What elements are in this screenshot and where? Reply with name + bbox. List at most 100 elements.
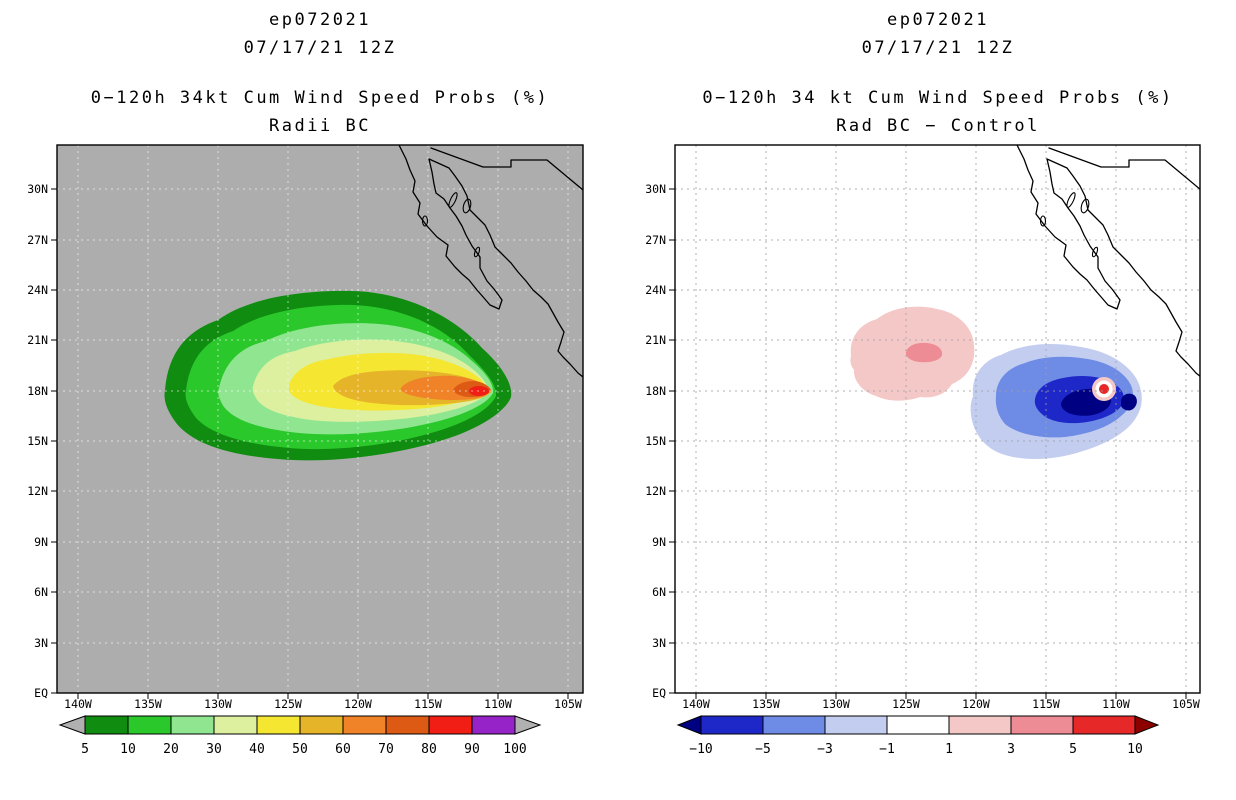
lon-tick-label: 110W — [1102, 697, 1130, 711]
lon-tick-label: 140W — [64, 697, 92, 711]
lat-tick-label: 3N — [34, 636, 48, 650]
colorbar-label: 50 — [292, 742, 308, 757]
diff-contour-pos3 — [905, 342, 943, 363]
right-map-frame — [674, 144, 1201, 694]
right-datetime: 07/17/21 12Z — [861, 38, 1015, 58]
colorbar-label: 60 — [335, 742, 351, 757]
colorbar-segment — [299, 715, 344, 735]
left-colorbar: 5 10 20 30 40 50 60 70 80 90 100 — [58, 715, 542, 757]
left-probability-contours — [164, 290, 512, 461]
lat-tick-label: EQ — [652, 686, 666, 700]
colorbar-segment — [213, 715, 258, 735]
right-lon-axis: 140W 135W 130W 125W 120W 115W 110W 105W — [682, 697, 1200, 711]
colorbar-segment — [342, 715, 387, 735]
lat-tick-label: 9N — [652, 535, 666, 549]
lon-tick-label: 125W — [892, 697, 920, 711]
lon-tick-label: 120W — [344, 697, 372, 711]
lat-tick-label: 30N — [27, 182, 48, 196]
colorbar-label: 90 — [464, 742, 480, 757]
lon-tick-label: 115W — [414, 697, 442, 711]
right-subtitle-1: 0−120h 34 kt Cum Wind Speed Probs (%) — [702, 88, 1174, 108]
lat-tick-label: 12N — [27, 484, 48, 498]
diff-bullseye-red-core — [1099, 384, 1109, 394]
lat-tick-label: 15N — [27, 434, 48, 448]
lat-tick-label: 3N — [652, 636, 666, 650]
left-axis-ticks — [51, 188, 569, 699]
colorbar-label: 70 — [378, 742, 394, 757]
left-lon-axis: 140W 135W 130W 125W 120W 115W 110W 105W — [64, 697, 582, 711]
colorbar-segment — [428, 715, 473, 735]
colorbar-label: 5 — [1069, 742, 1077, 757]
colorbar-segment — [824, 715, 888, 735]
colorbar-segment — [170, 715, 215, 735]
lat-tick-label: 27N — [27, 233, 48, 247]
lat-tick-label: 21N — [27, 333, 48, 347]
lon-tick-label: 115W — [1032, 697, 1060, 711]
colorbar-segment — [471, 715, 516, 735]
left-lat-axis: EQ 3N 6N 9N 12N 15N 18N 21N 24N 27N 30N — [27, 182, 48, 700]
colorbar-segment — [1010, 715, 1074, 735]
lat-tick-label: 27N — [645, 233, 666, 247]
right-storm-id: ep072021 — [887, 10, 989, 30]
lon-tick-label: 120W — [962, 697, 990, 711]
colorbar-left-arrow — [58, 715, 86, 735]
colorbar-segment — [256, 715, 301, 735]
right-map: EQ 3N 6N 9N 12N 15N 18N 21N 24N 27N 30N … — [645, 144, 1201, 711]
colorbar-segment — [886, 715, 950, 735]
lat-tick-label: 12N — [645, 484, 666, 498]
colorbar-segment — [700, 715, 764, 735]
lon-tick-label: 130W — [204, 697, 232, 711]
lat-tick-label: 6N — [652, 585, 666, 599]
colorbar-segment — [84, 715, 129, 735]
colorbar-left-arrow — [676, 715, 702, 735]
colorbar-right-arrow — [514, 715, 542, 735]
lon-tick-label: 105W — [554, 697, 582, 711]
lat-tick-label: 24N — [27, 283, 48, 297]
right-lat-axis: EQ 3N 6N 9N 12N 15N 18N 21N 24N 27N 30N — [645, 182, 666, 700]
lon-tick-label: 140W — [682, 697, 710, 711]
colorbar-label: 10 — [120, 742, 136, 757]
lat-tick-label: 21N — [645, 333, 666, 347]
colorbar-label: −1 — [879, 742, 895, 757]
colorbar-right-arrow — [1134, 715, 1160, 735]
left-storm-id: ep072021 — [269, 10, 371, 30]
diff-contour-neg10-east-patch — [1121, 393, 1137, 411]
colorbar-segment — [948, 715, 1012, 735]
left-map-graticule — [57, 145, 583, 693]
lat-tick-label: 24N — [645, 283, 666, 297]
left-subtitle-2: Radii BC — [269, 116, 371, 136]
lon-tick-label: 135W — [752, 697, 780, 711]
lat-tick-label: 6N — [34, 585, 48, 599]
lat-tick-label: 18N — [27, 384, 48, 398]
lon-tick-label: 125W — [274, 697, 302, 711]
right-subtitle-2: Rad BC − Control — [836, 116, 1040, 136]
colorbar-label: 40 — [249, 742, 265, 757]
colorbar-segment — [385, 715, 430, 735]
colorbar-label: 5 — [81, 742, 89, 757]
lon-tick-label: 105W — [1172, 697, 1200, 711]
right-colorbar: −10 −5 −3 −1 1 3 5 10 — [676, 715, 1160, 757]
colorbar-label: 20 — [163, 742, 179, 757]
right-difference-contours — [850, 306, 1142, 460]
colorbar-label: −10 — [689, 742, 712, 757]
colorbar-label: −3 — [817, 742, 833, 757]
lon-tick-label: 135W — [134, 697, 162, 711]
left-map: EQ 3N 6N 9N 12N 15N 18N 21N 24N 27N 30N … — [27, 144, 584, 711]
colorbar-label: 80 — [421, 742, 437, 757]
lat-tick-label: 30N — [645, 182, 666, 196]
lat-tick-label: EQ — [34, 686, 48, 700]
lat-tick-label: 15N — [645, 434, 666, 448]
right-axis-ticks — [669, 188, 1187, 699]
lat-tick-label: 18N — [645, 384, 666, 398]
right-map-graticule — [675, 145, 1200, 693]
left-datetime: 07/17/21 12Z — [243, 38, 397, 58]
colorbar-label: 3 — [1007, 742, 1015, 757]
lon-tick-label: 130W — [822, 697, 850, 711]
lon-tick-label: 110W — [484, 697, 512, 711]
lat-tick-label: 9N — [34, 535, 48, 549]
colorbar-label: 10 — [1127, 742, 1143, 757]
colorbar-segment — [1072, 715, 1136, 735]
colorbar-segment — [762, 715, 826, 735]
